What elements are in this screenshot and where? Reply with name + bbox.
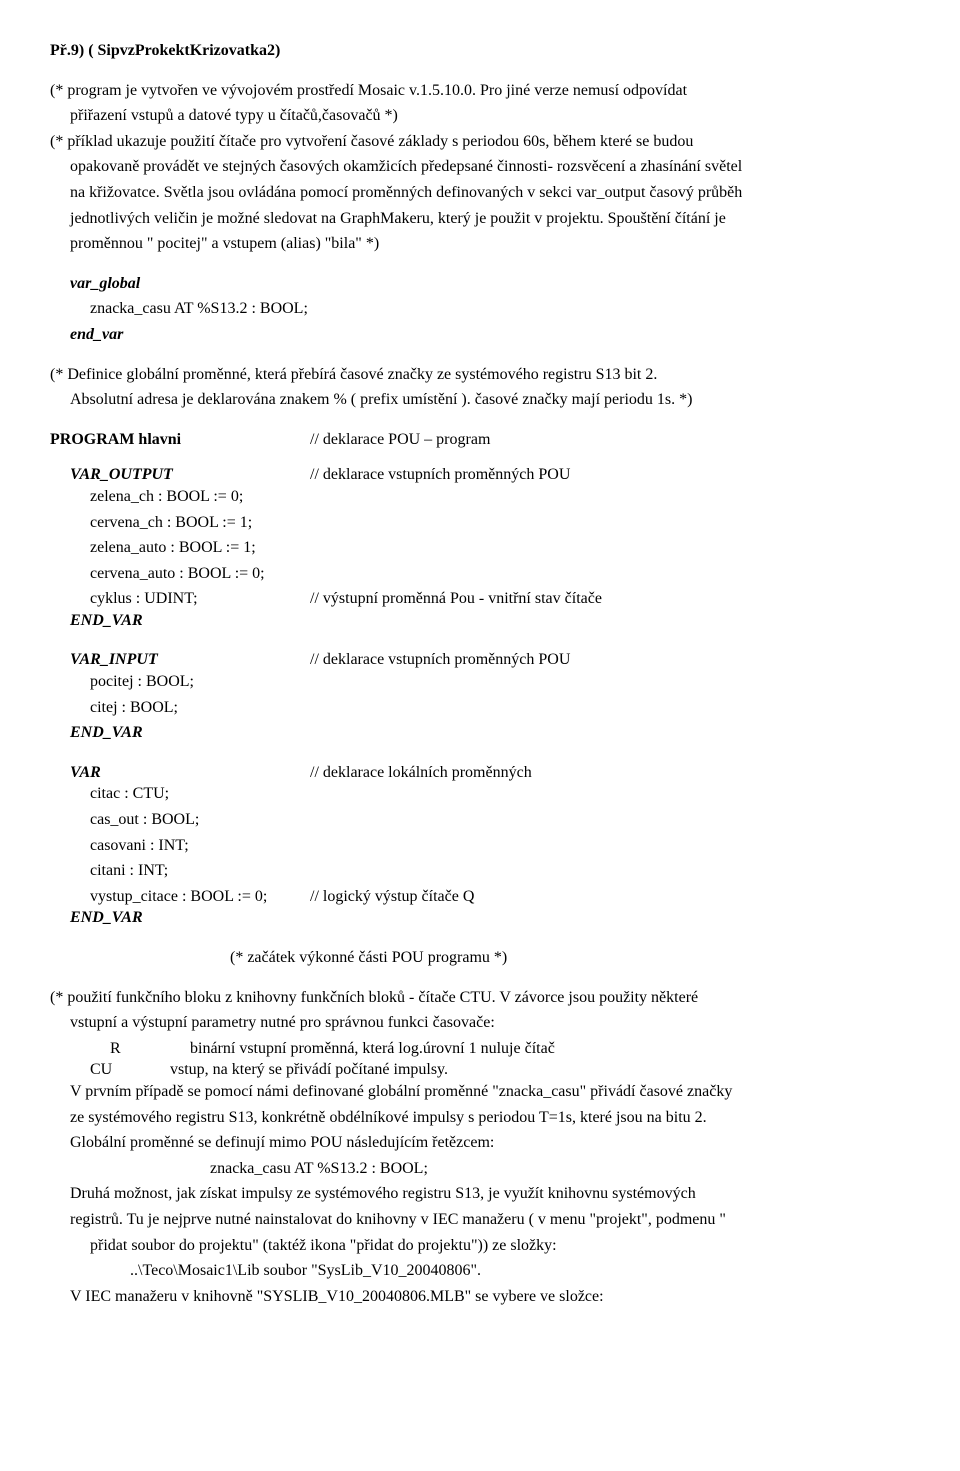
end-var: end_var	[50, 324, 910, 346]
p2-line: V IEC manažeru v knihovně "SYSLIB_V10_20…	[50, 1286, 910, 1308]
decl-line: citani : INT;	[50, 860, 910, 882]
p2-line: Druhá možnost, jak získat impulsy ze sys…	[50, 1183, 910, 1205]
p1-line: znacka_casu AT %S13.2 : BOOL;	[50, 1158, 910, 1180]
param-cu-desc: vstup, na který se přivádí počítané impu…	[170, 1059, 910, 1081]
var: VAR	[70, 762, 310, 784]
end-var: END_VAR	[50, 722, 910, 744]
desc-line: (* příklad ukazuje použití čítače pro vy…	[50, 131, 910, 153]
decl-line: casovani : INT;	[50, 835, 910, 857]
end-var: END_VAR	[50, 610, 910, 632]
var-input: VAR_INPUT	[70, 649, 310, 671]
param-r-desc: binární vstupní proměnná, která log.úrov…	[190, 1038, 910, 1060]
decl-line: zelena_auto : BOOL := 1;	[50, 537, 910, 559]
param-cu: CU	[90, 1059, 170, 1081]
p2-line: ..\Teco\Mosaic1\Lib soubor "SysLib_V10_2…	[50, 1260, 910, 1282]
p1-line: ze systémového registru S13, konkrétně o…	[50, 1107, 910, 1129]
var-input-comment: // deklarace vstupních proměnných POU	[310, 649, 910, 671]
end-var: END_VAR	[50, 907, 910, 929]
var-output: VAR_OUTPUT	[70, 464, 310, 486]
p1-line: Globální proměnné se definují mimo POU n…	[50, 1132, 910, 1154]
desc-line: jednotlivých veličin je možné sledovat n…	[50, 208, 910, 230]
decl-line: pocitej : BOOL;	[50, 671, 910, 693]
decl-line: cas_out : BOOL;	[50, 809, 910, 831]
decl-line: cervena_auto : BOOL := 0;	[50, 563, 910, 585]
var-global: var_global	[50, 273, 910, 295]
title: Př.9) ( SipvzProkektKrizovatka2)	[50, 40, 910, 62]
decl-line: cervena_ch : BOOL := 1;	[50, 512, 910, 534]
def-line: (* Definice globální proměnné, která pře…	[50, 364, 910, 386]
intro-line: přiřazení vstupů a datové typy u čítačů,…	[50, 105, 910, 127]
decl-line: vystup_citace : BOOL := 0;	[90, 886, 310, 908]
program-hlavni: PROGRAM hlavni	[50, 429, 310, 451]
decl-line: zelena_ch : BOOL := 0;	[50, 486, 910, 508]
decl-line: citej : BOOL;	[50, 697, 910, 719]
decl-comment: // logický výstup čítače Q	[310, 886, 910, 908]
p2-line: přidat soubor do projektu" (taktéž ikona…	[50, 1235, 910, 1257]
desc-line: proměnnou " pocitej" a vstupem (alias) "…	[50, 233, 910, 255]
intro-line: (* program je vytvořen ve vývojovém pros…	[50, 80, 910, 102]
decl-comment: // výstupní proměnná Pou - vnitřní stav …	[310, 588, 910, 610]
var-output-comment: // deklarace vstupních proměnných POU	[310, 464, 910, 486]
decl-line: citac : CTU;	[50, 783, 910, 805]
param-r: R	[110, 1038, 190, 1060]
var-comment: // deklarace lokálních proměnných	[310, 762, 910, 784]
p1-line: V prvním případě se pomocí námi definova…	[50, 1081, 910, 1103]
p2-line: registrů. Tu je nejprve nutné nainstalov…	[50, 1209, 910, 1231]
program-hlavni-comment: // deklarace POU – program	[310, 429, 910, 451]
znacka-casu: znacka_casu AT %S13.2 : BOOL;	[50, 298, 910, 320]
decl-line: cyklus : UDINT;	[90, 588, 310, 610]
use-line: vstupní a výstupní parametry nutné pro s…	[50, 1012, 910, 1034]
use-line: (* použití funkčního bloku z knihovny fu…	[50, 987, 910, 1009]
def-line: Absolutní adresa je deklarována znakem %…	[50, 389, 910, 411]
zacatek: (* začátek výkonné části POU programu *)	[50, 947, 910, 969]
desc-line: na křižovatce. Světla jsou ovládána pomo…	[50, 182, 910, 204]
desc-line: opakovaně provádět ve stejných časových …	[50, 156, 910, 178]
